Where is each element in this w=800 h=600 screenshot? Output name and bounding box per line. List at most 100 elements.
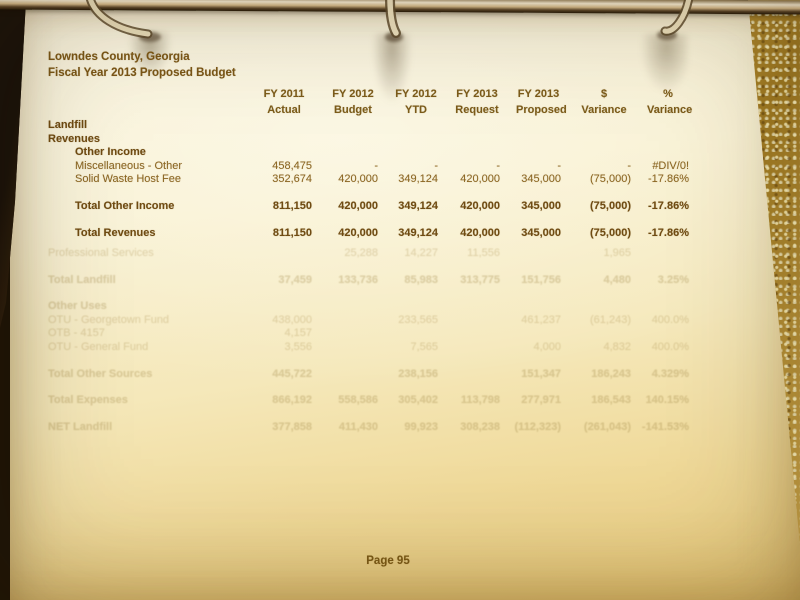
bleedthrough-cell-value: 3,556 xyxy=(284,340,312,353)
bleedthrough-cell-value: 4,832 xyxy=(603,340,631,353)
bleedthrough-cell-value xyxy=(312,341,378,355)
bleedthrough-cell-value: -141.53% xyxy=(641,420,689,433)
bleedthrough-cell-value: 133,736 xyxy=(338,273,378,286)
cell-value: 345,000 xyxy=(521,173,561,186)
bleedthrough-cell-value: 25,288 xyxy=(344,247,378,259)
title-line-2: Fiscal Year 2013 Proposed Budget xyxy=(48,67,236,79)
bleedthrough-cell-value: 866,192 xyxy=(272,394,312,407)
cell-value: 420,000 xyxy=(338,173,378,186)
bleedthrough-cell-value xyxy=(312,314,378,328)
bleedthrough-row-label: Total Other Sources xyxy=(48,367,153,380)
cell-value xyxy=(312,146,378,160)
bleedthrough-cell-value: 4,157 xyxy=(284,327,312,340)
bleedthrough-cell-value: 238,156 xyxy=(398,367,438,380)
cell-value xyxy=(438,146,500,160)
bleedthrough-row: Professional Services 25,288 14,227 11,556 1… xyxy=(48,247,728,261)
table-row: Total Revenues 811,150 420,000 349,124 420,0… xyxy=(48,227,728,241)
bleedthrough-cell-value: 151,756 xyxy=(521,273,561,286)
cell-value xyxy=(561,146,631,160)
bleedthrough-cell-value: 37,459 xyxy=(278,273,312,286)
column-header-7: % Variance xyxy=(647,88,693,116)
cell-value xyxy=(438,119,500,133)
bleedthrough-cell-value: 85,983 xyxy=(404,273,438,286)
cell-value: -17.86% xyxy=(648,199,689,212)
table-column-headers: FY 2011 Actual FY 2012 Budget FY 2012 YTD FY 2… xyxy=(48,86,693,118)
table-row: Landfill xyxy=(48,119,728,133)
bleedthrough-cell-value: 4,000 xyxy=(533,340,561,353)
cell-value: 458,475 xyxy=(272,159,312,172)
bleedthrough-row-label: Total Expenses xyxy=(48,394,128,407)
bleedthrough-cell-value: 113,798 xyxy=(460,394,500,407)
table-row: Revenues xyxy=(48,133,728,147)
paper-sheet xyxy=(10,9,800,600)
bleedthrough-cell-value: 186,543 xyxy=(591,394,631,407)
bleedthrough-cell-value: 186,243 xyxy=(591,367,631,380)
bleedthrough-row-label: OTB - 4157 xyxy=(48,327,105,340)
bleedthrough-cell-value xyxy=(438,341,500,355)
bleedthrough-cell-value xyxy=(312,368,378,382)
bleedthrough-cell-value xyxy=(438,300,500,314)
document-title: Lowndes County, Georgia Fiscal Year 2013… xyxy=(48,49,236,81)
column-header-1: FY 2011 Actual xyxy=(263,88,305,116)
bleedthrough-row: Total Other Sources 445,722 238,156 151,347… xyxy=(48,368,728,382)
title-line-1: Lowndes County, Georgia xyxy=(48,51,190,63)
row-label: Total Other Income xyxy=(75,199,175,212)
table-row: Total Other Income 811,150 420,000 349,124 4… xyxy=(48,200,728,214)
cell-value xyxy=(500,146,561,160)
page-number: Page 95 xyxy=(366,555,410,567)
bleedthrough-cell-value xyxy=(378,300,438,314)
bleedthrough-cell-value xyxy=(378,327,438,341)
bleedthrough-cell-value: 4.329% xyxy=(651,367,689,380)
bleedthrough-cell-value: 99,923 xyxy=(404,420,438,433)
bleedthrough-row: OTU - General Fund 3,556 7,565 4,000 4,832 40… xyxy=(48,341,728,355)
cell-value xyxy=(631,119,689,133)
bleedthrough-cell-value xyxy=(500,327,561,341)
bleedthrough-row-label: Total Landfill xyxy=(48,273,116,286)
bleedthrough-cell-value xyxy=(312,300,378,314)
bleedthrough-cell-value: 11,556 xyxy=(467,247,500,259)
bleedthrough-row-label: Other Uses xyxy=(48,300,107,313)
cell-value: -17.86% xyxy=(648,226,689,239)
column-header-6: $ Variance xyxy=(581,88,627,116)
bleedthrough-cell-value xyxy=(500,300,561,314)
cell-value xyxy=(240,133,312,147)
bleedthrough-cell-value: 1,965 xyxy=(603,247,631,259)
budget-table: Landfill Revenues Other Income Miscellaneou… xyxy=(48,119,728,240)
bleedthrough-row: Total Expenses 866,192 558,586 305,402 113,7… xyxy=(48,394,728,408)
bleedthrough-cell-value: 438,000 xyxy=(272,313,312,326)
table-row: Other Income xyxy=(48,146,728,160)
cell-value: 345,000 xyxy=(521,199,561,212)
bleedthrough-cell-value xyxy=(631,300,689,314)
bleedthrough-cell-value: 14,227 xyxy=(404,247,438,259)
cell-value: 811,150 xyxy=(272,199,312,212)
bleedthrough-cell-value: 277,971 xyxy=(521,394,561,407)
cell-value: (75,000) xyxy=(590,226,631,239)
bleedthrough-cell-value: 151,347 xyxy=(521,367,561,380)
cell-value: 349,124 xyxy=(398,199,438,212)
cell-value: (75,000) xyxy=(590,199,631,212)
row-label: Solid Waste Host Fee xyxy=(75,173,181,186)
row-label: Landfill xyxy=(48,119,88,131)
cell-value: - xyxy=(374,159,378,172)
bleedthrough-cell-value: 308,238 xyxy=(460,420,500,433)
cell-value: 420,000 xyxy=(460,199,500,212)
cell-value: 420,000 xyxy=(338,199,378,212)
column-header-4: FY 2013 Request xyxy=(455,88,499,116)
bleedthrough-row: Other Uses xyxy=(48,300,728,314)
cell-value xyxy=(240,146,312,160)
row-label: Revenues xyxy=(48,132,100,145)
column-header-5: FY 2013 Proposed xyxy=(516,88,567,116)
cell-value: - xyxy=(557,159,561,172)
bleedthrough-cell-value: 3.25% xyxy=(657,273,689,286)
bleedthrough-cell-value: 400.0% xyxy=(651,313,689,326)
bleedthrough-cell-value: 461,237 xyxy=(521,313,561,326)
bleedthrough-cell-value: 400.0% xyxy=(651,340,689,353)
cell-value: 420,000 xyxy=(460,226,500,239)
cell-value: (75,000) xyxy=(590,173,631,186)
bleedthrough-cell-value xyxy=(561,327,631,341)
column-header-2: FY 2012 Budget xyxy=(332,88,374,116)
table-row: Miscellaneous - Other 458,475 - - - - - #DIV/0! xyxy=(48,160,728,174)
bleedthrough-cell-value xyxy=(561,300,631,314)
bleedthrough-cell-value xyxy=(438,327,500,341)
